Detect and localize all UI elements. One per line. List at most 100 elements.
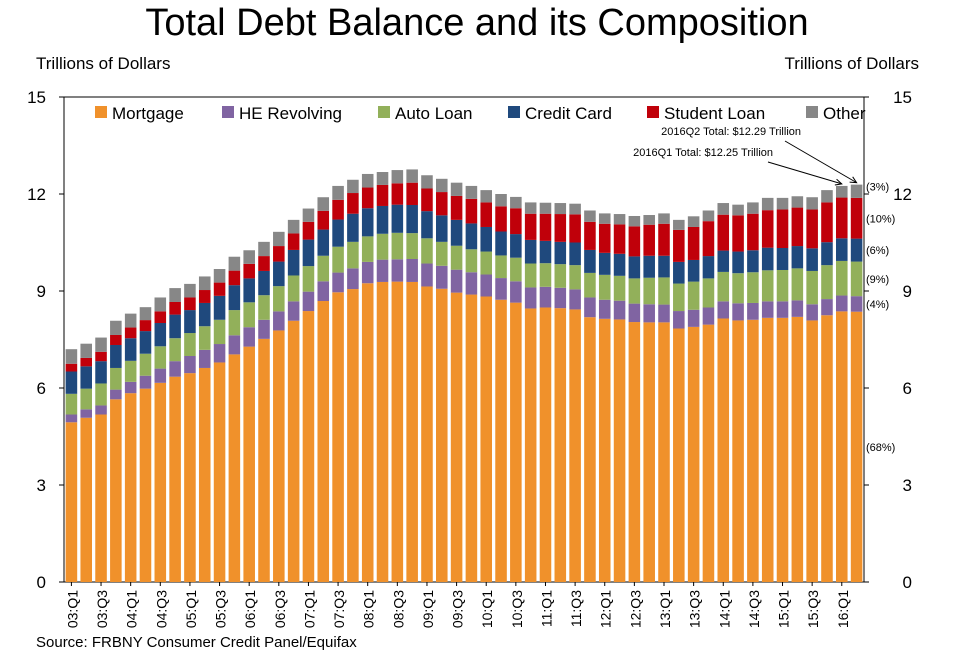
bar-other-06-q3 [273, 231, 285, 247]
bar-he-revolving-11-q3 [569, 289, 581, 310]
x-tick-label: 07:Q1 [301, 590, 317, 628]
bar-auto-loan-13-q4 [702, 278, 715, 308]
bar-credit-card-15-q3 [806, 248, 818, 271]
bar-mortgage-09-q3 [450, 292, 463, 582]
bar-auto-loan-08-q3 [391, 232, 404, 260]
bar-auto-loan-15-q2 [791, 268, 804, 301]
bar-other-11-q4 [584, 210, 596, 222]
bar-credit-card-09-q1 [421, 211, 433, 239]
bar-auto-loan-10-q2 [495, 255, 507, 279]
bar-he-revolving-08-q1 [361, 261, 374, 284]
bar-mortgage-15-q3 [806, 320, 818, 582]
bar-he-revolving-11-q2 [554, 287, 567, 309]
x-tick-label: 15:Q3 [805, 590, 821, 628]
bar-mortgage-05-q1 [184, 373, 196, 582]
bar-other-05-q1 [184, 283, 196, 298]
bar-mortgage-04-q1 [124, 393, 137, 582]
bar-credit-card-03-q1 [65, 371, 78, 394]
bar-student-loan-15-q3 [806, 209, 818, 249]
bar-student-loan-09-q2 [436, 192, 448, 216]
bar-credit-card-06-q2 [258, 270, 270, 296]
bar-mortgage-11-q2 [554, 308, 567, 582]
bar-student-loan-13-q4 [702, 221, 715, 257]
bar-mortgage-06-q3 [273, 330, 285, 582]
bar-credit-card-11-q4 [584, 249, 596, 273]
right-y-tick-label: 0 [903, 573, 912, 592]
total-annotation-16-q2: 2016Q2 Total: $12.29 Trillion [661, 126, 801, 138]
left-y-tick-label: 6 [37, 379, 46, 398]
bar-credit-card-09-q3 [450, 219, 463, 246]
legend-label-mortgage: Mortgage [112, 104, 184, 123]
bar-auto-loan-07-q2 [317, 255, 330, 282]
annotation-arrow-head [834, 178, 843, 186]
legend-swatch-auto-loan [378, 106, 390, 118]
bar-auto-loan-13-q1 [658, 277, 670, 305]
bar-other-15-q2 [791, 196, 804, 208]
right-y-tick-label: 6 [903, 379, 912, 398]
bar-he-revolving-10-q2 [495, 278, 507, 300]
bar-student-loan-04-q2 [139, 320, 152, 332]
x-tick-label: 04:Q1 [124, 590, 140, 628]
bar-auto-loan-10-q1 [480, 251, 492, 275]
bar-other-03-q4 [110, 320, 122, 335]
bar-mortgage-08-q4 [406, 281, 418, 582]
bar-credit-card-03-q3 [95, 361, 107, 384]
x-tick-label: 06:Q1 [242, 590, 258, 628]
bar-credit-card-05-q3 [213, 295, 226, 320]
bar-mortgage-04-q3 [154, 382, 167, 582]
bar-other-07-q3 [332, 185, 344, 200]
bar-mortgage-06-q2 [258, 338, 270, 582]
bar-other-11-q1 [539, 202, 552, 214]
bar-other-10-q4 [524, 202, 537, 214]
bar-mortgage-07-q3 [332, 292, 344, 582]
bar-other-09-q4 [465, 185, 478, 199]
bar-auto-loan-15-q1 [776, 269, 789, 302]
bar-mortgage-07-q1 [302, 311, 315, 582]
bar-other-14-q4 [761, 197, 774, 211]
bar-mortgage-05-q2 [198, 367, 211, 582]
bar-student-loan-11-q2 [554, 214, 567, 242]
bar-credit-card-15-q4 [821, 242, 833, 266]
bar-student-loan-12-q4 [643, 224, 655, 256]
bar-other-08-q4 [406, 169, 418, 183]
bar-he-revolving-04-q3 [154, 368, 167, 383]
bar-mortgage-09-q4 [465, 294, 478, 582]
bar-he-revolving-15-q3 [806, 304, 818, 321]
bar-credit-card-10-q4 [524, 239, 537, 264]
bar-credit-card-10-q1 [480, 226, 492, 252]
bar-auto-loan-05-q3 [213, 319, 226, 345]
bar-auto-loan-06-q4 [287, 275, 300, 302]
bar-student-loan-10-q3 [510, 208, 522, 235]
bar-credit-card-06-q4 [287, 249, 300, 276]
bar-he-revolving-12-q4 [643, 304, 655, 323]
bar-student-loan-07-q3 [332, 199, 344, 220]
legend-swatch-mortgage [95, 106, 107, 118]
bar-auto-loan-14-q1 [717, 271, 730, 302]
bar-auto-loan-06-q3 [273, 286, 285, 312]
bar-he-revolving-14-q2 [732, 303, 744, 321]
legend-label-he-revolving: HE Revolving [239, 104, 342, 123]
share-label-other: (3%) [866, 182, 889, 194]
bar-other-05-q3 [213, 269, 226, 283]
bar-student-loan-08-q3 [391, 183, 404, 205]
bar-auto-loan-07-q4 [347, 241, 359, 269]
bar-auto-loan-14-q2 [732, 273, 744, 304]
bar-mortgage-13-q4 [702, 324, 715, 582]
bar-other-06-q4 [287, 219, 300, 234]
bar-other-06-q2 [258, 241, 270, 257]
share-label-student-loan: (10%) [866, 213, 895, 225]
bar-he-revolving-07-q4 [347, 268, 359, 290]
bar-student-loan-15-q4 [821, 202, 833, 243]
bar-credit-card-07-q1 [302, 239, 315, 267]
bar-he-revolving-07-q3 [332, 272, 344, 293]
bar-auto-loan-13-q2 [673, 283, 685, 312]
bar-other-03-q1 [65, 349, 78, 364]
bar-mortgage-07-q4 [347, 289, 359, 582]
bar-he-revolving-15-q4 [821, 299, 833, 316]
bar-credit-card-07-q2 [317, 229, 330, 256]
bar-he-revolving-06-q3 [273, 311, 285, 331]
bar-auto-loan-11-q2 [554, 264, 567, 288]
bar-student-loan-10-q2 [495, 206, 507, 232]
bar-auto-loan-07-q3 [332, 246, 344, 273]
